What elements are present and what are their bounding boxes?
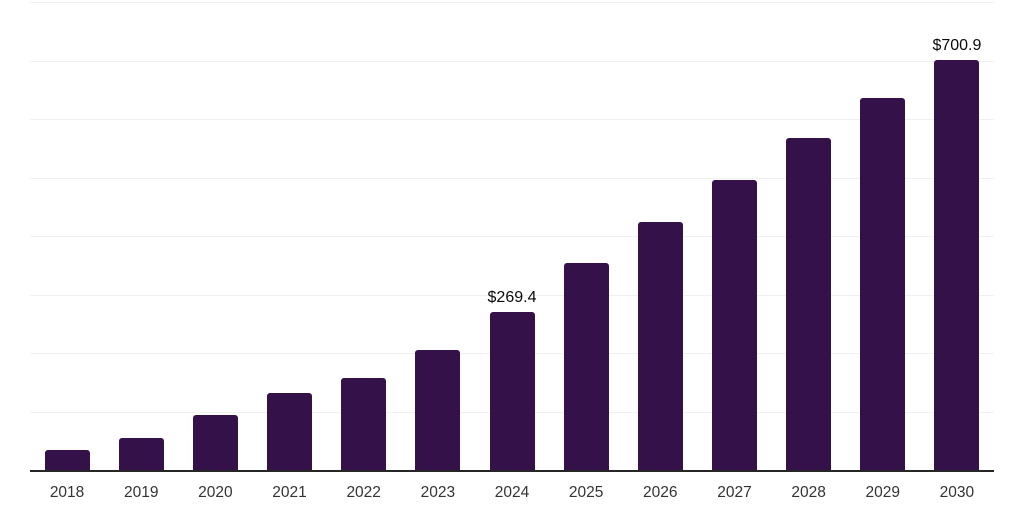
bar-2021 [267, 392, 313, 470]
x-tick-2027: 2027 [717, 484, 752, 501]
bar-2025 [563, 262, 609, 470]
x-tick-2026: 2026 [643, 484, 678, 501]
x-tick-2030: 2030 [939, 484, 975, 501]
gridline-600 [30, 119, 994, 120]
bar-2027 [711, 180, 757, 470]
x-tick-2024: 2024 [494, 484, 530, 501]
gridline-300 [30, 294, 994, 296]
x-tick-2019: 2019 [123, 484, 159, 501]
bar-2020 [192, 414, 238, 470]
x-tick-2029: 2029 [865, 484, 900, 501]
bar-2018 [44, 449, 90, 470]
bar-2023 [415, 349, 461, 470]
gridline-700 [30, 60, 994, 62]
gridline-400 [30, 236, 994, 237]
x-tick-2022: 2022 [346, 484, 381, 501]
bar-2022 [341, 377, 387, 470]
gridline-800 [30, 2, 994, 3]
plot-area: $269.4 $700.9 [30, 2, 994, 472]
x-tick-2021: 2021 [272, 484, 307, 501]
value-label-2024: $269.4 [487, 289, 537, 307]
bar-2030 [934, 59, 980, 470]
x-tick-2025: 2025 [568, 484, 604, 501]
bar-2024 [489, 312, 535, 470]
gridline-500 [30, 177, 994, 179]
x-tick-2020: 2020 [198, 484, 233, 501]
x-tick-2023: 2023 [420, 484, 456, 501]
x-axis: 2018 2019 2020 2021 2022 2023 2024 2025 2026 2027… [30, 484, 994, 506]
x-tick-2018: 2018 [49, 484, 85, 501]
x-tick-2028: 2028 [791, 484, 826, 501]
bar-2026 [637, 221, 683, 470]
bar-2028 [786, 138, 832, 470]
bar-2019 [118, 437, 164, 470]
value-label-2030: $700.9 [932, 36, 982, 54]
bar-2029 [860, 98, 906, 470]
